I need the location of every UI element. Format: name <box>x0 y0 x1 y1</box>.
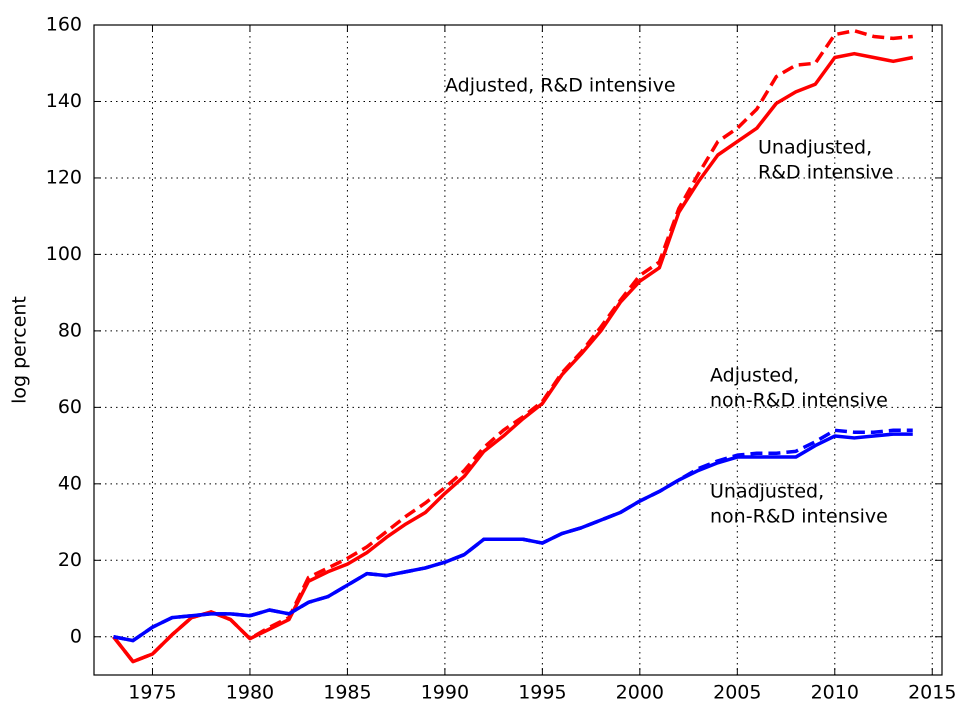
x-tick-label: 1980 <box>226 682 274 704</box>
y-tick-label: 0 <box>70 625 82 647</box>
series-line <box>112 28 913 664</box>
x-tick-label: 1990 <box>421 682 469 704</box>
y-tick-label: 60 <box>58 396 82 418</box>
y-tick-label: 20 <box>58 549 82 571</box>
x-tick-label: 2000 <box>616 682 664 704</box>
x-tick-label: 1995 <box>518 682 566 704</box>
y-tick-label: 40 <box>58 472 82 494</box>
annotation: Unadjusted, <box>758 137 872 159</box>
x-tick-label: 2005 <box>713 682 761 704</box>
y-tick-label: 120 <box>46 166 82 188</box>
x-tick-label: 2010 <box>811 682 859 704</box>
y-tick-label: 100 <box>46 243 82 265</box>
y-tick-label: 160 <box>46 14 82 36</box>
annotation: Adjusted, <box>710 365 799 387</box>
plot-frame <box>93 24 943 676</box>
series-line <box>113 428 913 643</box>
series-line <box>113 432 913 643</box>
x-tick-label: 1985 <box>323 682 371 704</box>
annotation: non-R&D intensive <box>710 506 888 528</box>
y-tick-label: 140 <box>46 90 82 112</box>
annotation: non-R&D intensive <box>710 390 888 412</box>
x-tick-label: 1975 <box>128 682 176 704</box>
annotation: R&D intensive <box>758 162 893 184</box>
annotation: Adjusted, R&D intensive <box>445 75 676 97</box>
x-tick-label: 2015 <box>908 682 956 704</box>
y-axis-label: log percent <box>9 296 31 404</box>
y-tick-label: 80 <box>58 319 82 341</box>
annotation: Unadjusted, <box>710 481 824 503</box>
